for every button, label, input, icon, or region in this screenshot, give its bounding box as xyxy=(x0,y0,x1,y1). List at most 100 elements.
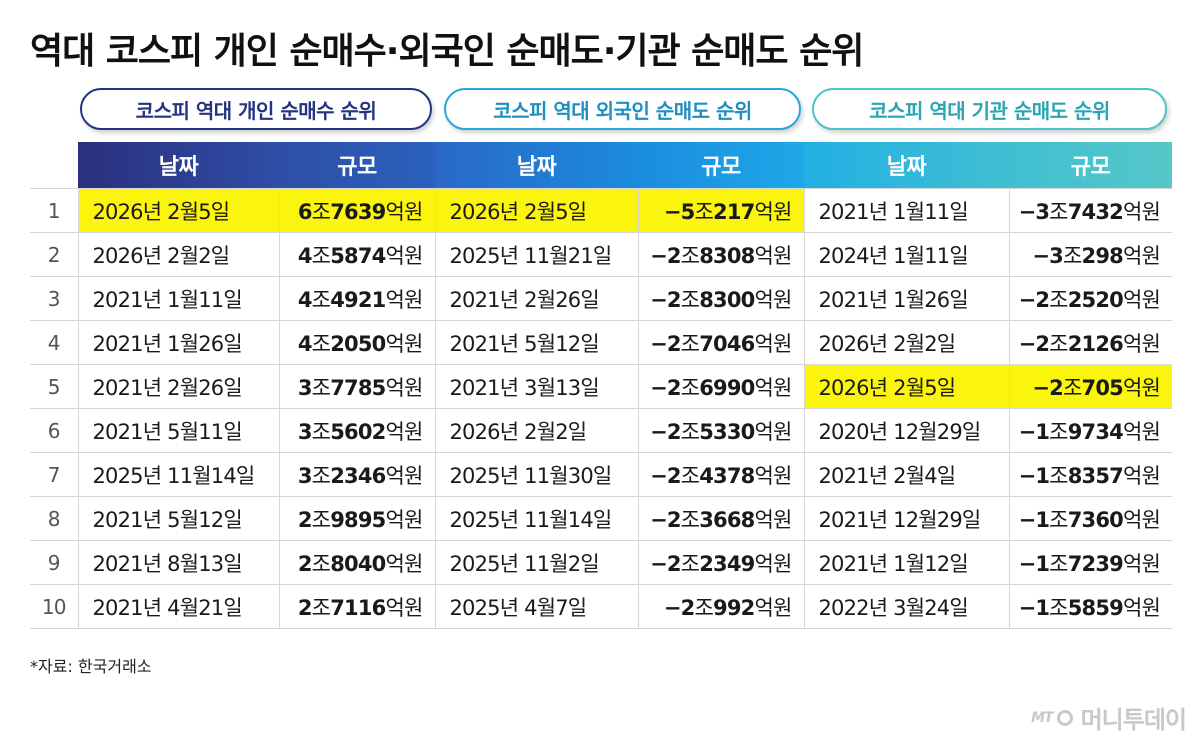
individual-amount-unit: 억원 xyxy=(385,331,423,356)
foreign-amount-trillion-unit: 조 xyxy=(680,331,700,356)
foreign-amount-unit: 억원 xyxy=(754,463,792,488)
individual-amount-hundred-million: 9895 xyxy=(330,507,386,532)
institution-amount-cell: −1조8357억원 xyxy=(1008,452,1172,497)
individual-amount-trillion-unit: 조 xyxy=(311,551,331,576)
institution-amount-unit: 억원 xyxy=(1122,243,1161,268)
rank-cell: 7 xyxy=(30,452,78,497)
foreign-amount-cell: −2조3668억원 xyxy=(637,496,804,541)
individual-amount-unit: 억원 xyxy=(385,243,423,268)
institution-amount-trillion: −2 xyxy=(1032,375,1063,400)
individual-amount-unit: 억원 xyxy=(385,551,423,576)
institution-amount-unit: 억원 xyxy=(1122,199,1161,224)
foreign-amount-unit: 억원 xyxy=(754,551,792,576)
foreign-amount-unit: 억원 xyxy=(754,287,792,312)
foreign-amount-hundred-million: 7046 xyxy=(699,331,755,356)
individual-date-cell: 2025년 11월14일 xyxy=(77,452,279,497)
institution-date-cell: 2021년 2월4일 xyxy=(803,452,1009,497)
individual-date-cell: 2021년 4월21일 xyxy=(77,584,279,629)
section-label-individual: 코스피 역대 개인 순매수 순위 xyxy=(80,88,432,130)
institution-amount-cell: −3조7432억원 xyxy=(1008,188,1172,233)
foreign-amount-hundred-million: 8308 xyxy=(699,243,755,268)
rank-cell: 3 xyxy=(30,276,78,321)
institution-amount-cell: −1조7239억원 xyxy=(1008,540,1172,585)
individual-amount-trillion: 4 xyxy=(297,287,313,312)
individual-amount-unit: 억원 xyxy=(385,419,423,444)
individual-date-header: 날짜 xyxy=(78,142,279,189)
table-row: 3 2021년 1월11일 4조4921억원 2021년 2월26일 −2조8300억원… xyxy=(30,276,1172,321)
institution-amount-trillion: −3 xyxy=(1018,199,1050,224)
institution-amount-cell: −1조5859억원 xyxy=(1008,584,1172,629)
individual-amount-trillion-unit: 조 xyxy=(311,463,331,488)
section-label-foreign: 코스피 역대 외국인 순매도 순위 xyxy=(444,88,801,130)
individual-amount-cell: 6조7639억원 xyxy=(278,188,435,233)
foreign-amount-unit: 억원 xyxy=(754,199,792,224)
institution-amount-trillion-unit: 조 xyxy=(1049,551,1068,576)
individual-date-cell: 2021년 1월26일 xyxy=(77,320,279,365)
foreign-amount-trillion: −2 xyxy=(650,507,681,532)
individual-amount-hundred-million: 4921 xyxy=(330,287,386,312)
table-row: 7 2025년 11월14일 3조2346억원 2025년 11월30일 −2조4378… xyxy=(30,452,1172,497)
ranking-table: 날짜 규모 날짜 규모 날짜 규모 1 2026년 2월5일 6조7639억원 202… xyxy=(30,142,1172,629)
individual-amount-trillion: 3 xyxy=(297,375,313,400)
individual-date-cell: 2021년 8월13일 xyxy=(77,540,279,585)
institution-amount-trillion: −1 xyxy=(1018,419,1050,444)
foreign-amount-unit: 억원 xyxy=(754,243,792,268)
institution-amount-hundred-million: 705 xyxy=(1081,375,1124,400)
individual-size-header: 규모 xyxy=(279,142,435,189)
foreign-amount-trillion: −2 xyxy=(650,551,681,576)
foreign-amount-cell: −2조4378억원 xyxy=(637,452,804,497)
foreign-amount-trillion-unit: 조 xyxy=(680,463,700,488)
institution-amount-trillion: −3 xyxy=(1032,243,1063,268)
individual-amount-trillion: 2 xyxy=(297,551,313,576)
individual-amount-cell: 2조7116억원 xyxy=(278,584,435,629)
foreign-amount-hundred-million: 2349 xyxy=(699,551,755,576)
individual-amount-trillion-unit: 조 xyxy=(311,199,331,224)
individual-amount-trillion: 2 xyxy=(297,507,313,532)
individual-amount-unit: 억원 xyxy=(385,287,423,312)
foreign-date-cell: 2025년 11월30일 xyxy=(434,452,638,497)
individual-amount-trillion-unit: 조 xyxy=(311,419,331,444)
rank-cell: 4 xyxy=(30,320,78,365)
foreign-amount-unit: 억원 xyxy=(754,507,792,532)
institution-amount-hundred-million: 7360 xyxy=(1067,507,1124,532)
foreign-amount-cell: −2조5330억원 xyxy=(637,408,804,453)
foreign-amount-unit: 억원 xyxy=(754,331,792,356)
table-row: 5 2021년 2월26일 3조7785억원 2021년 3월13일 −2조6990억원… xyxy=(30,364,1172,409)
institution-amount-unit: 억원 xyxy=(1122,595,1161,620)
institution-amount-hundred-million: 298 xyxy=(1081,243,1124,268)
individual-amount-trillion: 6 xyxy=(297,199,313,224)
institution-amount-trillion: −1 xyxy=(1018,463,1050,488)
institution-date-cell: 2022년 3월24일 xyxy=(803,584,1009,629)
foreign-amount-hundred-million: 5330 xyxy=(699,419,755,444)
individual-amount-trillion-unit: 조 xyxy=(311,507,331,532)
individual-amount-cell: 3조5602억원 xyxy=(278,408,435,453)
institution-amount-unit: 억원 xyxy=(1122,419,1161,444)
individual-date-cell: 2021년 5월11일 xyxy=(77,408,279,453)
foreign-amount-hundred-million: 3668 xyxy=(699,507,755,532)
foreign-date-cell: 2021년 5월12일 xyxy=(434,320,638,365)
institution-amount-trillion-unit: 조 xyxy=(1049,331,1068,356)
institution-amount-trillion: −2 xyxy=(1018,331,1050,356)
institution-size-header: 규모 xyxy=(1009,142,1172,189)
institution-amount-trillion: −1 xyxy=(1018,507,1050,532)
foreign-amount-unit: 억원 xyxy=(754,419,792,444)
individual-amount-trillion-unit: 조 xyxy=(311,287,331,312)
logo-text: 머니투데이 xyxy=(1080,706,1187,734)
foreign-amount-trillion-unit: 조 xyxy=(680,375,700,400)
institution-amount-hundred-million: 2126 xyxy=(1067,331,1124,356)
individual-amount-cell: 4조5874억원 xyxy=(278,232,435,277)
foreign-amount-cell: −2조2349억원 xyxy=(637,540,804,585)
institution-amount-cell: −2조2126억원 xyxy=(1008,320,1172,365)
individual-amount-trillion: 2 xyxy=(297,595,313,620)
foreign-amount-trillion: −2 xyxy=(650,331,681,356)
logo-ring-icon xyxy=(1056,709,1073,726)
individual-amount-hundred-million: 2050 xyxy=(330,331,386,356)
foreign-amount-trillion-unit: 조 xyxy=(694,595,714,620)
page-title: 역대 코스피 개인 순매수·외국인 순매도·기관 순매도 순위 xyxy=(30,31,864,72)
individual-amount-cell: 2조9895억원 xyxy=(278,496,435,541)
foreign-amount-hundred-million: 217 xyxy=(713,199,755,224)
table-header-row: 날짜 규모 날짜 규모 날짜 규모 xyxy=(30,142,1172,189)
institution-date-cell: 2026년 2월5일 xyxy=(803,364,1009,409)
foreign-amount-trillion-unit: 조 xyxy=(680,551,700,576)
institution-amount-unit: 억원 xyxy=(1122,507,1161,532)
